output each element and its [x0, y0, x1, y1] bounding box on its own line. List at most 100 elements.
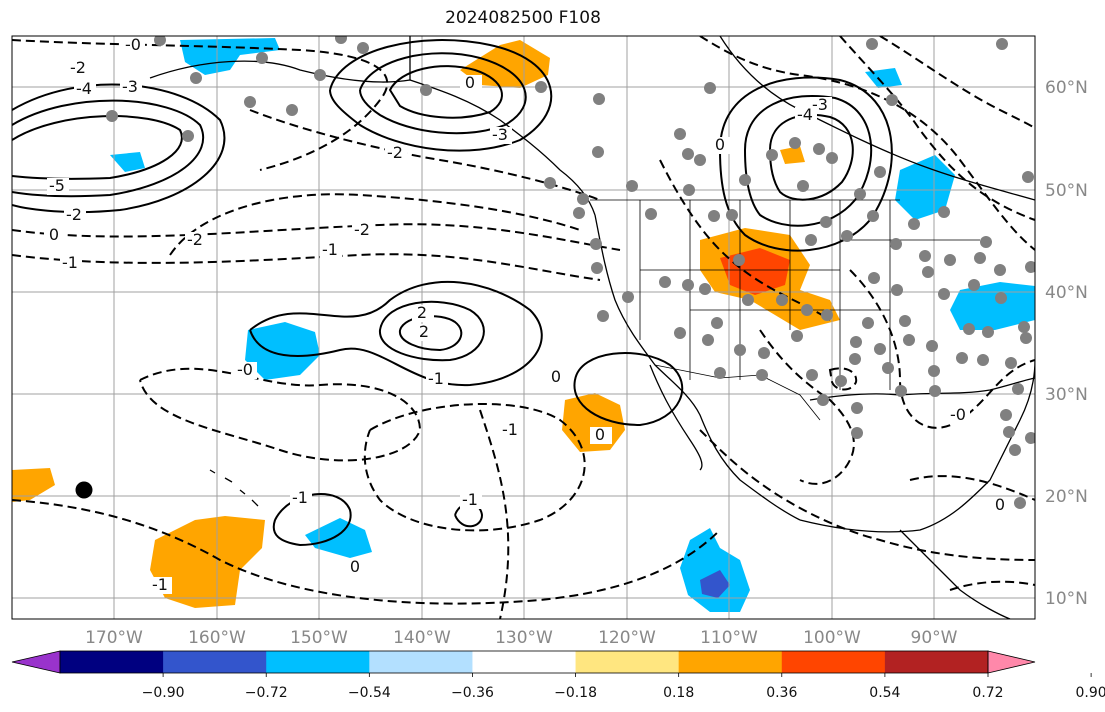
contour-label: -3 — [492, 125, 508, 144]
contour-label-bg — [320, 242, 342, 259]
colorbar-tick-label: 0.36 — [766, 685, 797, 701]
contour-dashed — [759, 329, 855, 485]
contour-label: -1 — [152, 575, 168, 594]
contour-dashed — [949, 580, 1035, 591]
contour-label: -1 — [292, 488, 308, 507]
colorbar-tick-label: −0.72 — [245, 685, 288, 701]
contour-dashed — [12, 499, 721, 605]
contour-label: -1 — [62, 253, 78, 272]
station-marker — [535, 81, 547, 93]
station-marker — [922, 266, 934, 278]
station-marker — [704, 82, 716, 94]
station-marker — [190, 72, 202, 84]
contour-label-bg — [345, 559, 367, 576]
lon-tick-label: 120°W — [598, 628, 656, 648]
contour-solid — [573, 352, 684, 427]
contour-label: 0 — [551, 367, 561, 386]
lat-tick-label: 60°N — [1045, 78, 1088, 98]
station-marker — [1018, 321, 1030, 333]
contour-label-bg — [235, 362, 257, 379]
station-marker — [968, 279, 980, 291]
colorbar-extend-low — [11, 650, 61, 674]
station-marker — [854, 188, 866, 200]
colorbar-segment — [266, 651, 370, 673]
contour-label: 0 — [715, 135, 725, 154]
station-marker — [726, 209, 738, 221]
contour-dashed — [12, 253, 601, 281]
station-marker — [597, 310, 609, 322]
contour-solid — [378, 300, 485, 362]
contour-dashed — [849, 269, 1035, 429]
contour-label-bg — [74, 81, 96, 98]
contour-label-bg — [150, 577, 172, 594]
station-marker — [622, 291, 634, 303]
station-marker — [682, 148, 694, 160]
station-marker — [1000, 409, 1012, 421]
blue-region — [305, 518, 372, 558]
orange-region — [12, 468, 55, 502]
station-marker — [357, 42, 369, 54]
contour-label: 0 — [465, 73, 475, 92]
orange-region — [780, 146, 805, 164]
station-marker — [868, 272, 880, 284]
contour-label-bg — [64, 207, 86, 224]
contour-labels: -0-2-4 -3-5-20-10-3-2 0-3-4-2-2-122-1-0-10… — [44, 35, 1012, 594]
colorbar-labels: −0.90 −0.72 −0.54 −0.36 −0.18 0.18 0.36 0.54 0.7… — [142, 673, 1105, 701]
station-marker — [659, 276, 671, 288]
lon-tick-label: 150°W — [290, 628, 348, 648]
colorbar — [11, 650, 1036, 674]
contour-solid — [249, 280, 543, 387]
station-marker — [849, 353, 861, 365]
station-marker — [1005, 357, 1017, 369]
station-marker — [982, 326, 994, 338]
station-marker — [944, 254, 956, 266]
station-marker — [835, 375, 847, 387]
contour-solid — [359, 52, 527, 135]
contour-dashed — [12, 223, 621, 251]
station-marker — [926, 340, 938, 352]
station-marker — [895, 385, 907, 397]
colorbar-outline — [59, 650, 989, 674]
central-america — [899, 529, 1011, 619]
station-marker — [674, 327, 686, 339]
contour-label-bg — [414, 324, 436, 341]
station-marker — [974, 252, 986, 264]
colorbar-tick-label: −0.18 — [554, 685, 597, 701]
lat-tick-label: 40°N — [1045, 283, 1088, 303]
contour-label-bg — [185, 232, 207, 249]
contour-label-bg — [60, 255, 82, 272]
station-marker — [899, 315, 911, 327]
contour-solid — [388, 65, 503, 119]
station-marker — [420, 84, 432, 96]
station-marker — [841, 230, 853, 242]
blue-region — [950, 282, 1035, 330]
station-marker — [817, 394, 829, 406]
station-marker — [874, 343, 886, 355]
blue-region — [680, 528, 750, 612]
lat-tick-label: 10°N — [1045, 589, 1088, 609]
contour-label: -1 — [322, 240, 338, 259]
colorbar-segment — [163, 651, 267, 673]
station-marker — [593, 93, 605, 105]
contour-label-bg — [460, 492, 482, 509]
station-marker — [862, 317, 874, 329]
station-marker — [882, 362, 894, 374]
map-title: 2024082500 F108 — [445, 8, 601, 28]
colorbar-extend-high — [987, 650, 1036, 674]
contour-label-bg — [68, 60, 90, 77]
baja-california — [649, 364, 703, 471]
station-marker — [182, 130, 194, 142]
contour-label: -0 — [125, 35, 141, 54]
blue-region — [895, 155, 955, 220]
station-marker — [544, 177, 556, 189]
contour-label: -4 — [797, 105, 813, 124]
contour-dashed — [699, 36, 1035, 251]
station-marker — [977, 354, 989, 366]
station-marker — [891, 284, 903, 296]
colorbar-segment — [678, 651, 783, 673]
station-marker — [806, 369, 818, 381]
mexico-gulf-coast — [799, 359, 1035, 533]
station-marker — [996, 38, 1008, 50]
contour-dashed — [909, 475, 1035, 501]
